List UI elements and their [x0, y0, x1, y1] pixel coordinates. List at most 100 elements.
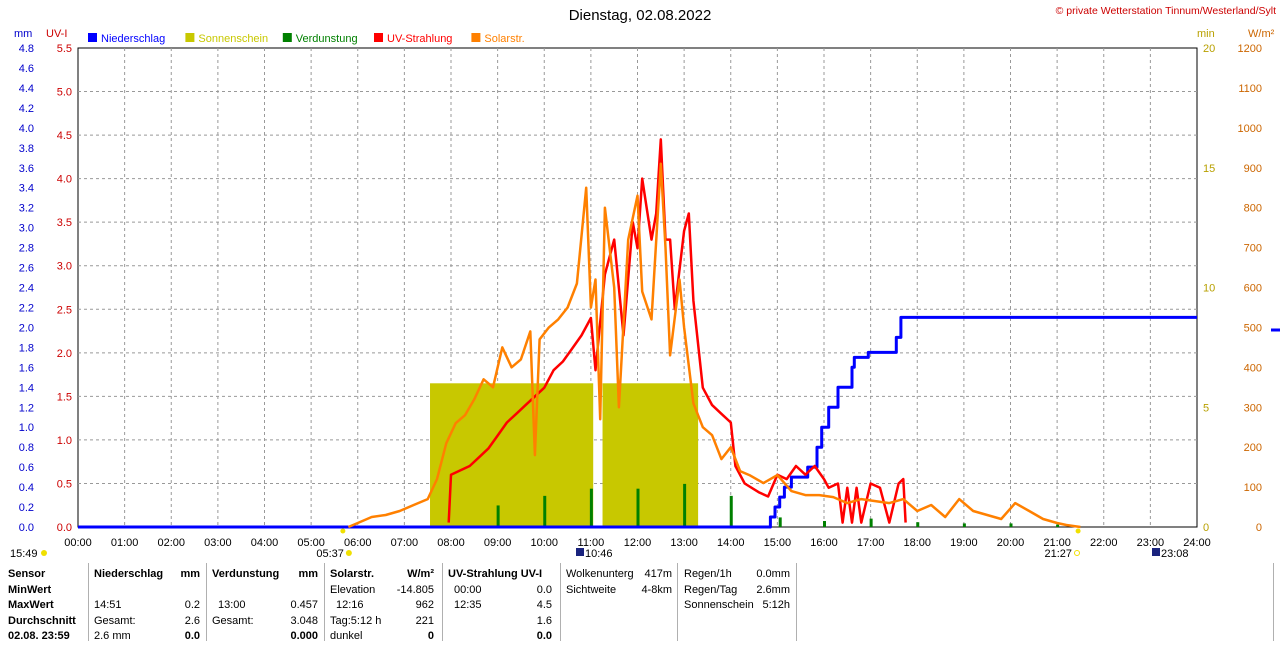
tick-label-time: 00:00 — [64, 537, 92, 549]
tick-label-time: 16:00 — [810, 537, 838, 549]
summary-cell: 4.5 — [536, 599, 552, 611]
tick-label-time: 10:00 — [530, 537, 558, 549]
tick-label-mm: 3.4 — [19, 183, 34, 195]
tick-label-mm: 2.0 — [19, 322, 34, 334]
summary-niederschlag-col: Niederschlag 14:51 Gesamt: 2.6 mm — [94, 567, 163, 645]
legend-swatch — [88, 33, 97, 42]
tick-label-wm2: 400 — [1244, 362, 1262, 374]
summary-uv-values: 0.0 4.5 1.6 0.0 — [512, 567, 552, 645]
tick-label-time: 20:00 — [997, 537, 1025, 549]
tick-label-mm: 0.0 — [19, 522, 34, 534]
tick-label-uvi: 4.0 — [57, 174, 72, 186]
summary-header: Sensor — [8, 568, 46, 580]
summary-cell: dunkel — [330, 630, 363, 642]
column-divider — [677, 563, 678, 641]
summary-solar-col: Solarstr. Elevation 12:16 Tag:5:12 h dun… — [330, 567, 396, 645]
tick-label-mm: 0.8 — [19, 442, 34, 454]
summary-cell: Sonnenschein — [684, 599, 754, 611]
legend-label: Verdunstung — [296, 33, 358, 45]
tick-label-wm2: 300 — [1244, 402, 1262, 414]
summary-solar-values: W/m² -14.805 962 221 0 — [390, 567, 434, 645]
tick-label-mm: 2.2 — [19, 302, 34, 314]
tick-label-mm: 4.2 — [19, 103, 34, 115]
tick-label-mm: 1.6 — [19, 362, 34, 374]
tick-label-wm2: 1200 — [1238, 43, 1262, 55]
evaporation-spike — [778, 517, 782, 527]
tick-label-time: 11:00 — [578, 537, 605, 549]
legend-swatch — [471, 33, 481, 42]
series-line-solarstr — [347, 162, 1081, 529]
tick-label-uvi: 0.0 — [57, 522, 72, 534]
tick-label-mm: 4.8 — [19, 43, 34, 55]
tick-label-time: 07:00 — [391, 537, 419, 549]
evaporation-spike — [496, 505, 500, 527]
sunset-time: 21:27 — [1044, 548, 1072, 560]
summary-cell: 4-8km — [641, 583, 672, 596]
summary-wolken-values: 417m 4-8km — [628, 567, 672, 598]
summary-cell: 2.6 mm — [94, 630, 131, 642]
tick-label-mm: 3.6 — [19, 163, 34, 175]
summary-cell: 13:00 — [218, 599, 246, 611]
tick-label-time: 03:00 — [204, 537, 232, 549]
evaporation-spike — [636, 488, 640, 527]
summary-cell: 12:16 — [336, 599, 364, 611]
series-line-niederschlag — [78, 315, 1197, 529]
summary-niederschlag-values: mm 0.2 2.6 0.0 — [160, 567, 200, 645]
column-divider — [324, 563, 325, 641]
tick-label-mm: 0.6 — [19, 462, 34, 474]
summary-verdunstung-values: mm 0.457 3.048 0.000 — [272, 567, 318, 645]
summary-cell: Sichtweite — [566, 583, 617, 596]
evaporation-spikes — [496, 483, 1060, 527]
column-divider — [1273, 563, 1274, 641]
tick-label-uvi: 5.5 — [57, 43, 72, 55]
summary-cell — [272, 583, 318, 599]
tick-label-mm: 1.4 — [19, 382, 34, 394]
summary-row-label: MinWert — [8, 583, 52, 596]
summary-cell: Regen/Tag — [684, 583, 738, 596]
legend-label: Sonnenschein — [198, 33, 268, 45]
summary-cell: -14.805 — [396, 583, 434, 596]
tick-label-mm: 3.8 — [19, 143, 34, 155]
column-divider — [206, 563, 207, 641]
tick-label-time: 01:00 — [111, 537, 139, 549]
summary-cell — [448, 629, 508, 645]
evaporation-spike — [729, 495, 733, 527]
tick-label-time: 05:00 — [297, 537, 325, 549]
tick-label-mm: 1.0 — [19, 422, 34, 434]
tick-label-min: 20 — [1203, 43, 1215, 55]
sunrise-icon — [345, 550, 352, 556]
axis-title-mm: mm — [14, 28, 32, 40]
summary-cell: 00:00 — [454, 583, 482, 596]
tick-label-uvi: 4.5 — [57, 130, 72, 142]
axis-title-min: min — [1197, 28, 1215, 40]
tick-label-time: 06:00 — [344, 537, 372, 549]
solar-noon-icon — [576, 548, 584, 556]
chart-legend: Niederschlag Sonnenschein Verdunstung UV-St… — [88, 33, 525, 45]
tick-label-time: 24:00 — [1183, 537, 1211, 549]
tick-label-mm: 0.2 — [19, 502, 34, 514]
moon-icon — [41, 550, 47, 556]
column-divider — [560, 563, 561, 641]
tick-label-time: 14:00 — [717, 537, 745, 549]
tick-label-time: 04:00 — [251, 537, 279, 549]
tick-label-time: 02:00 — [157, 537, 185, 549]
summary-cell: Elevation — [330, 583, 376, 596]
tick-label-mm: 4.0 — [19, 123, 34, 135]
evaporation-spike — [589, 488, 593, 527]
weather-chart: Dienstag, 02.08.2022 © private Wettersta… — [10, 5, 1280, 560]
summary-cell: 0.0 — [536, 630, 552, 642]
summary-unit: W/m² — [407, 568, 434, 580]
summary-cell: 221 — [415, 614, 434, 627]
summary-cell: 0.000 — [290, 630, 318, 642]
sunrise-time: 05:37 — [316, 548, 344, 560]
summary-regen-values: 0.0mm 2.6mm 5:12h — [748, 567, 790, 614]
moonset-time: 23:08 — [1161, 548, 1189, 560]
chart-title: Dienstag, 02.08.2022 — [569, 7, 712, 24]
tick-label-wm2: 1000 — [1238, 123, 1262, 135]
sunset-icon — [1074, 550, 1080, 556]
sunshine-bar — [430, 383, 594, 527]
sunset-marker — [1075, 528, 1081, 534]
station-credit: © private Wetterstation Tinnum/Westerlan… — [1056, 5, 1276, 17]
legend-swatch — [282, 33, 292, 42]
legend-label: Niederschlag — [101, 33, 165, 45]
